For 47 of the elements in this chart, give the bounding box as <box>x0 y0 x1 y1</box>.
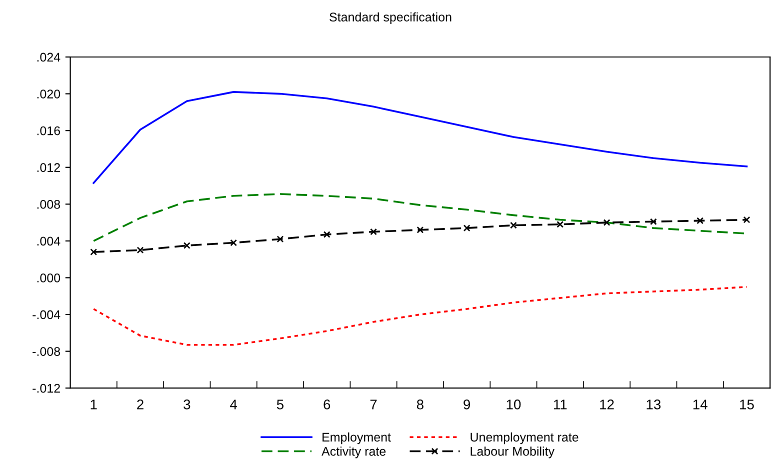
point <box>416 226 424 234</box>
point <box>743 216 750 224</box>
point <box>183 242 190 249</box>
y-tick-label: -.012 <box>32 384 60 393</box>
x-tick-label: 7 <box>370 400 377 410</box>
point <box>230 239 238 246</box>
y-tick-label: .024 <box>37 52 60 62</box>
y-tick-label: -.004 <box>32 310 60 320</box>
y-tick-label: -.008 <box>32 347 60 356</box>
y-tick-label: .004 <box>37 236 60 246</box>
line-series <box>92 91 748 184</box>
x-tick-label: 4 <box>230 400 238 410</box>
point <box>276 236 284 243</box>
y-tick-label: .000 <box>37 274 60 282</box>
x-tick-label: 5 <box>276 400 284 410</box>
x-tick-label: 8 <box>416 400 424 410</box>
point <box>603 219 610 226</box>
legend-label: Labour Mobility <box>470 446 554 458</box>
point <box>650 218 657 226</box>
y-tick-label: .008 <box>37 200 60 209</box>
x-tick-label: 14 <box>693 400 708 410</box>
y-tick-label: .016 <box>37 126 60 136</box>
point <box>510 222 517 229</box>
y-tick-label: .012 <box>37 163 60 172</box>
x-tick-label: 11 <box>554 400 567 410</box>
x-tick-label: 9 <box>464 400 470 410</box>
y-tick-label: .020 <box>37 90 60 98</box>
legend-label: Employment <box>322 432 391 444</box>
x-tick-label: 1 <box>90 400 97 410</box>
x-tick-label: 15 <box>740 400 754 410</box>
legend-label: Activity rate <box>322 446 386 458</box>
point <box>463 224 470 232</box>
point <box>696 217 704 224</box>
point <box>136 246 144 254</box>
point <box>556 220 564 228</box>
point <box>90 248 98 256</box>
x-tick-label: 2 <box>137 400 144 410</box>
line-series <box>92 286 748 346</box>
chart-title: Standard specification <box>330 12 452 24</box>
legend-label: Unemployment rate <box>470 432 578 444</box>
x-tick-label: 12 <box>600 400 614 410</box>
x-tick-label: 6 <box>324 400 330 410</box>
x-tick-label: 3 <box>184 400 190 410</box>
point <box>323 231 330 238</box>
point <box>370 228 377 236</box>
x-tick-label: 13 <box>646 400 661 410</box>
x-tick-label: 10 <box>506 400 521 410</box>
